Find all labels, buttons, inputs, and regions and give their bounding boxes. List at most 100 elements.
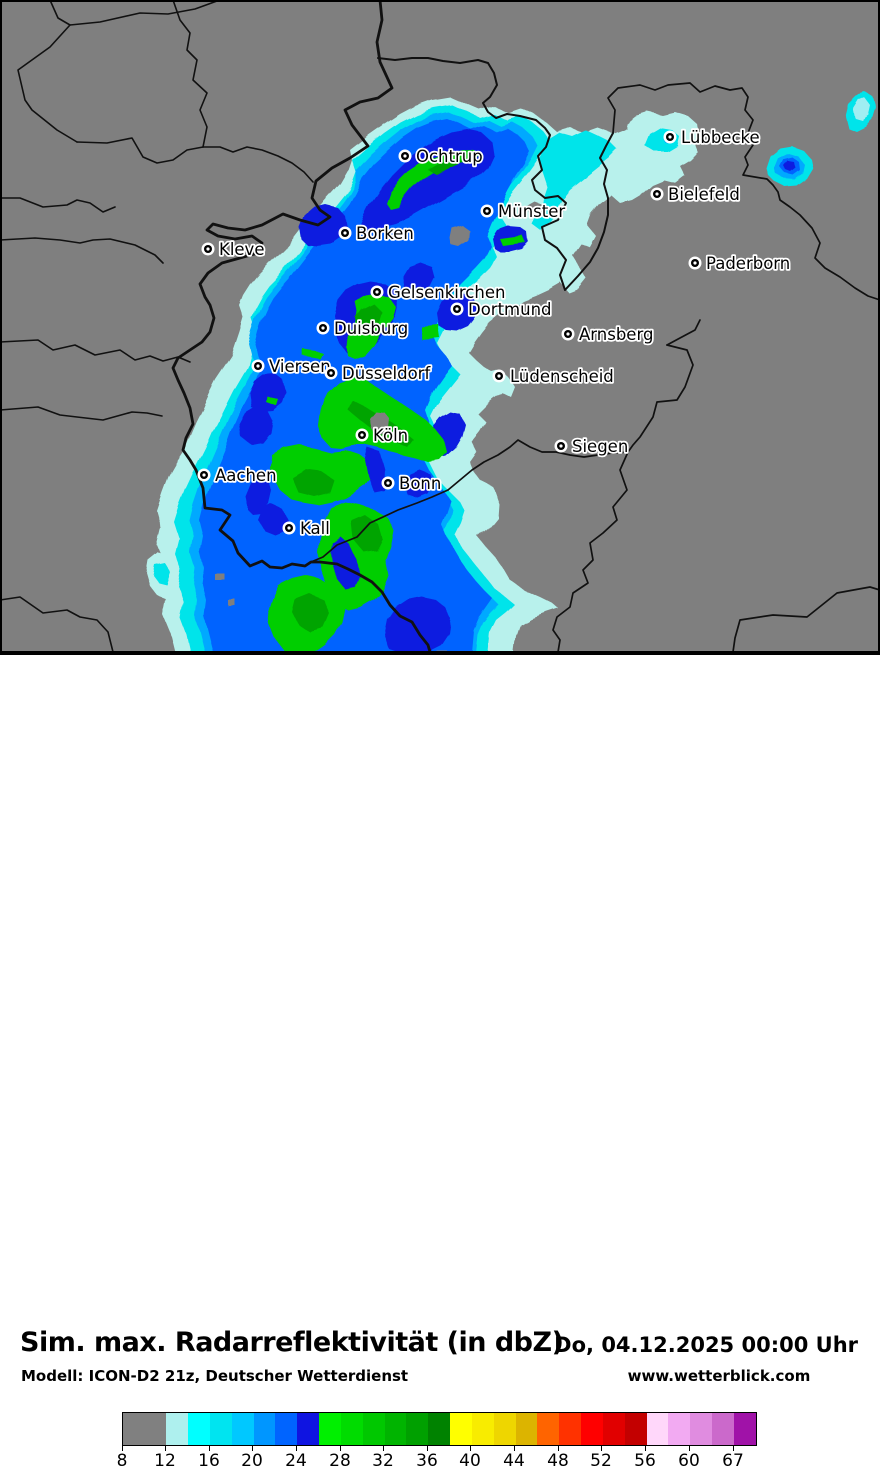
city-marker-ochtrup: Ochtrup <box>398 145 484 168</box>
colorbar-segment <box>123 1413 167 1445</box>
city-marker-ldenscheid: Lüdenscheid <box>492 365 615 388</box>
nl-province-borders <box>0 0 314 653</box>
colorbar-segment <box>428 1413 451 1445</box>
colorbar-segment <box>712 1413 734 1445</box>
city-dot-icon <box>655 192 659 196</box>
colorbar-segment <box>471 1413 494 1445</box>
colorbar-tick-label: 48 <box>547 1451 569 1471</box>
reflectivity-colorbar <box>122 1412 757 1446</box>
website-credit: www.wetterblick.com <box>627 1367 811 1385</box>
city-marker-kall: Kall <box>282 517 332 540</box>
city-label: Gelsenkirchen <box>388 283 505 302</box>
city-marker-dsseldorf: Düsseldorf <box>324 362 433 385</box>
city-dot-icon <box>256 364 260 368</box>
colorbar-segment <box>493 1413 516 1445</box>
city-label: Borken <box>356 224 414 243</box>
colorbar-segment <box>275 1413 298 1445</box>
radar-echo-layer <box>146 93 877 652</box>
city-dot-icon <box>321 326 325 330</box>
city-marker-dortmund: Dortmund <box>450 298 553 321</box>
colorbar-segment <box>515 1413 538 1445</box>
city-dot-icon <box>497 374 501 378</box>
colorbar-segment <box>297 1413 320 1445</box>
colorbar-tick-label: 40 <box>459 1451 481 1471</box>
city-dot-icon <box>343 231 347 235</box>
city-label: Aachen <box>215 466 277 485</box>
colorbar-tick-label: 36 <box>416 1451 438 1471</box>
city-label: Siegen <box>572 437 628 456</box>
city-label: Paderborn <box>706 254 790 273</box>
city-label: Düsseldorf <box>342 364 431 383</box>
colorbar-tick-label: 24 <box>285 1451 307 1471</box>
colorbar-tick-label: 8 <box>116 1451 128 1471</box>
colorbar-segment <box>362 1413 385 1445</box>
radar-light-ne <box>532 130 618 230</box>
colorbar-segment <box>733 1413 756 1445</box>
city-marker-gelsenkirchen: Gelsenkirchen <box>370 281 507 304</box>
colorbar-segment <box>340 1413 363 1445</box>
colorbar-segment <box>231 1413 254 1445</box>
colorbar-tick-label: 16 <box>198 1451 220 1471</box>
city-marker-lbbecke: Lübbecke <box>663 126 761 149</box>
model-subtitle: Modell: ICON-D2 21z, Deutscher Wetterdie… <box>21 1367 409 1385</box>
radar-map: Ochtrup Lübbecke Münster Bielefeld Borken Kle… <box>0 0 880 655</box>
city-label: Köln <box>373 426 408 445</box>
city-marker-kln: Köln <box>355 424 410 447</box>
city-dot-icon <box>693 261 697 265</box>
city-marker-mnster: Münster <box>480 200 567 223</box>
colorbar-tick-label: 32 <box>372 1451 394 1471</box>
colorbar-segment <box>624 1413 647 1445</box>
colorbar-segment <box>253 1413 276 1445</box>
city-dot-icon <box>668 135 672 139</box>
city-label: Bielefeld <box>668 185 740 204</box>
radar-map-svg: Ochtrup Lübbecke Münster Bielefeld Borken Kle… <box>0 0 880 653</box>
radar-light-blob <box>152 562 170 584</box>
colorbar-tick-label: 56 <box>634 1451 656 1471</box>
city-marker-aachen: Aachen <box>197 464 278 487</box>
city-label: Kall <box>300 519 330 538</box>
nrw-nds-border <box>377 57 614 291</box>
city-label: Lübbecke <box>681 128 760 147</box>
valid-datetime: Do, 04.12.2025 00:00 Uhr <box>554 1333 858 1357</box>
city-dot-icon <box>559 444 563 448</box>
city-markers-layer: Ochtrup Lübbecke Münster Bielefeld Borken Kle… <box>197 126 792 540</box>
city-marker-borken: Borken <box>338 222 415 245</box>
colorbar-segment <box>188 1413 210 1445</box>
city-label: Dortmund <box>468 300 552 319</box>
colorbar-tick-label: 28 <box>329 1451 351 1471</box>
city-label: Bonn <box>399 474 441 493</box>
colorbar-segment <box>209 1413 232 1445</box>
city-label: Arnsberg <box>579 325 653 344</box>
city-marker-bielefeld: Bielefeld <box>650 183 742 206</box>
city-dot-icon <box>386 481 390 485</box>
colorbar-tick-label: 20 <box>241 1451 263 1471</box>
colorbar-ticks: 8 12 16 20 24 28 32 36 40 44 48 52 56 60 67 <box>0 1444 880 1480</box>
radar-dry-holes <box>215 201 543 606</box>
radar-heavy-streaks <box>330 448 385 590</box>
city-dot-icon <box>206 247 210 251</box>
city-marker-siegen: Siegen <box>554 435 630 458</box>
city-label: Lüdenscheid <box>510 367 614 386</box>
colorbar-tick-label: 67 <box>722 1451 744 1471</box>
colorbar-tick-label: 12 <box>154 1451 176 1471</box>
colorbar-segment <box>166 1413 189 1445</box>
caption-area: Sim. max. Radarreflektivität (in dbZ) Mo… <box>0 655 880 1471</box>
city-marker-paderborn: Paderborn <box>688 252 792 275</box>
colorbar-segment <box>406 1413 429 1445</box>
colorbar-tick-label: 44 <box>503 1451 525 1471</box>
city-label: Ochtrup <box>416 147 483 166</box>
city-dot-icon <box>329 371 333 375</box>
colorbar-segment <box>559 1413 582 1445</box>
colorbar-segment <box>602 1413 625 1445</box>
city-dot-icon <box>455 307 459 311</box>
national-border <box>171 0 432 653</box>
city-dot-icon <box>360 433 364 437</box>
city-dot-icon <box>566 332 570 336</box>
page-title: Sim. max. Radarreflektivität (in dbZ) <box>20 1327 564 1358</box>
city-marker-bonn: Bonn <box>381 472 443 495</box>
border-lines <box>0 0 880 653</box>
city-label: Viersen <box>269 357 331 376</box>
city-dot-icon <box>485 209 489 213</box>
city-dot-icon <box>202 473 206 477</box>
